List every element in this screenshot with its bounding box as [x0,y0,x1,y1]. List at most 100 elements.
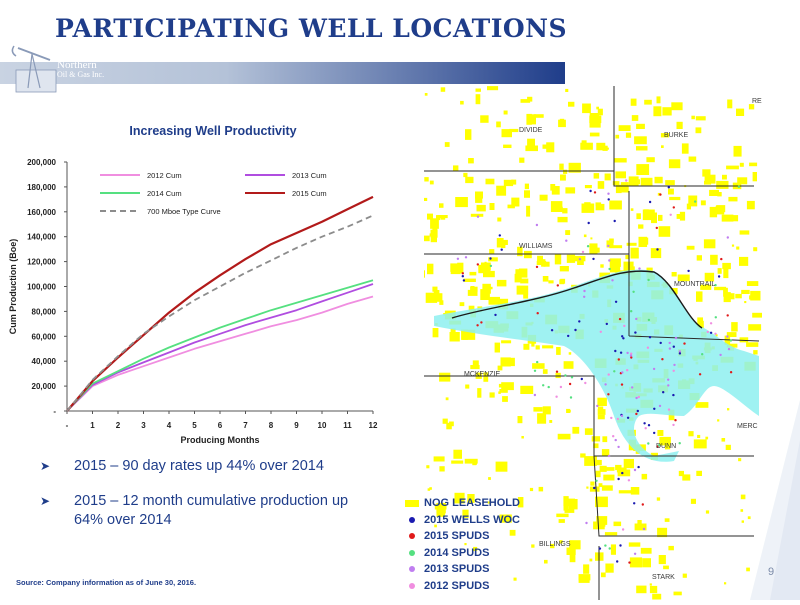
leasehold-patch [501,340,512,344]
well-dot [578,320,581,323]
well-dot [646,346,650,349]
leasehold-patch [429,180,434,185]
leasehold-patch [677,274,690,282]
leasehold-patch [593,173,600,179]
well-dot [638,267,641,270]
leasehold-patch [568,499,578,510]
well-dot [489,264,493,268]
well-dot [607,373,610,376]
leasehold-patch [503,179,514,187]
leasehold-patch [450,328,456,334]
leasehold-patch [609,258,621,267]
leasehold-patch [617,469,631,477]
leasehold-patch [582,103,591,114]
page-number: 9 [768,566,775,578]
leasehold-patch [488,296,500,305]
cumulative-production-chart: - 20,000 40,000 60,000 80,000 100,000 120,000 1… [8,158,378,445]
well-dot [642,527,646,531]
well-dot [574,328,577,332]
well-dot [672,369,675,372]
well-dot [555,395,558,398]
leasehold-patch [470,365,480,370]
well-dot [568,382,572,386]
leasehold-patch [449,421,454,427]
well-dot [617,358,620,361]
leasehold-patch [527,138,535,149]
leasehold-patch [444,142,450,147]
legend-label: 2015 SPUDS [424,530,490,543]
leasehold-patch [739,256,749,266]
leasehold-patch [468,158,474,164]
leasehold-patch [590,481,595,486]
series-line-700-mboe-type-curve [66,214,374,412]
y-tick-label: 60,000 [32,332,57,341]
leasehold-patch [558,119,566,128]
leasehold-patch [549,420,553,423]
leasehold-patch [462,329,476,340]
leasehold-patch [733,145,742,157]
well-dot [535,265,539,269]
leasehold-patch [665,180,675,186]
county-label-dunn: DUNN [656,443,676,450]
well-dot [596,404,599,408]
well-dot [678,350,681,353]
leasehold-patch [542,406,551,415]
leasehold-patch [541,259,546,267]
leasehold-patch [513,577,517,581]
leasehold-patch [432,225,438,232]
well-dot [620,414,624,418]
leasehold-patch [726,332,737,337]
leasehold-patch [439,203,444,208]
leasehold-patch [603,474,615,481]
leasehold-patch [563,501,568,511]
well-dot [625,179,628,182]
well-dot [489,257,492,260]
leasehold-patch [717,419,720,422]
leasehold-patch [462,509,469,518]
leasehold-patch [433,456,445,462]
leasehold-patch [560,174,566,181]
y-tick-label: 160,000 [27,208,56,217]
well-dot [667,384,670,387]
well-dot [621,371,624,374]
leasehold-patch [472,360,479,367]
leasehold-patch [725,444,731,450]
leasehold-patch [688,195,698,207]
dot-swatch-icon [409,582,415,589]
leasehold-patch [568,162,581,173]
leasehold-patch [681,143,689,154]
series-line-2014-cum [66,279,374,412]
well-dot [547,385,550,389]
leasehold-patch [589,118,595,124]
well-dot [659,341,662,345]
leasehold-patch [749,162,758,167]
leasehold-patch [476,204,486,212]
legend-label: 2014 Cum [147,189,182,198]
well-dot [641,503,644,506]
well-dot [648,336,652,339]
x-axis-label: Producing Months [181,435,260,445]
leasehold-patch [537,260,540,264]
leasehold-patch [702,169,711,177]
well-dot [613,219,616,223]
well-dot [726,314,729,317]
leasehold-patch [709,206,718,218]
leasehold-patch [673,591,682,596]
well-dot [593,191,597,194]
leasehold-patch [596,106,599,110]
leasehold-patch [597,409,606,415]
map-legend: NOG LEASEHOLD 2015 WELLS WOC 2015 SPUDS 201… [404,495,564,594]
leasehold-patch [496,185,507,196]
leasehold-patch [746,567,750,572]
leasehold-patch [642,209,655,221]
leasehold-patch [700,200,706,206]
leasehold-patch [593,521,605,530]
well-dot [607,244,610,248]
leasehold-patch [678,470,684,477]
legend-label: 2012 SPUDS [424,579,490,592]
leasehold-patch [537,255,543,262]
well-dot [564,374,567,377]
leasehold-patch [740,494,746,500]
leasehold-patch [600,264,604,268]
leasehold-patch [715,334,718,337]
